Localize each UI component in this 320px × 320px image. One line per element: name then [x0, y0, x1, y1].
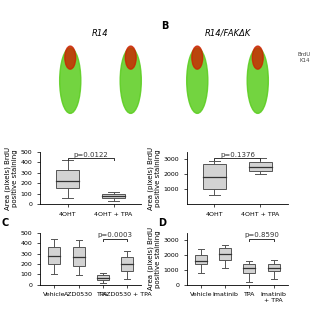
Ellipse shape: [125, 46, 136, 69]
Ellipse shape: [192, 46, 203, 69]
FancyBboxPatch shape: [195, 255, 207, 264]
Title: R14: R14: [92, 28, 109, 38]
Text: D: D: [158, 219, 166, 228]
FancyBboxPatch shape: [219, 248, 231, 260]
FancyBboxPatch shape: [244, 264, 255, 273]
FancyBboxPatch shape: [268, 264, 280, 271]
Y-axis label: Area (pixels) BrdU
positive staining: Area (pixels) BrdU positive staining: [147, 227, 161, 290]
Ellipse shape: [187, 48, 208, 113]
FancyBboxPatch shape: [249, 163, 272, 171]
FancyBboxPatch shape: [56, 170, 79, 188]
Text: p=0.8590: p=0.8590: [244, 232, 279, 238]
Text: p=0.0122: p=0.0122: [73, 152, 108, 158]
Text: p=0.0003: p=0.0003: [97, 232, 132, 238]
Y-axis label: Area (pixels) BrdU
positive staining: Area (pixels) BrdU positive staining: [4, 147, 18, 210]
Ellipse shape: [247, 48, 268, 113]
Title: R14/FAKΔK: R14/FAKΔK: [204, 28, 251, 38]
FancyBboxPatch shape: [97, 275, 109, 280]
Text: C: C: [2, 219, 9, 228]
Ellipse shape: [252, 46, 263, 69]
Ellipse shape: [65, 46, 76, 69]
FancyBboxPatch shape: [102, 194, 125, 198]
Ellipse shape: [60, 48, 81, 113]
FancyBboxPatch shape: [203, 164, 226, 189]
Text: BrdU
K14: BrdU K14: [297, 52, 310, 63]
Text: p=0.1376: p=0.1376: [220, 152, 255, 158]
FancyBboxPatch shape: [73, 247, 84, 266]
Ellipse shape: [120, 48, 141, 113]
Text: B: B: [161, 21, 168, 31]
FancyBboxPatch shape: [48, 247, 60, 264]
Y-axis label: Area (pixels) BrdU
positive staining: Area (pixels) BrdU positive staining: [147, 147, 161, 210]
FancyBboxPatch shape: [121, 257, 133, 271]
